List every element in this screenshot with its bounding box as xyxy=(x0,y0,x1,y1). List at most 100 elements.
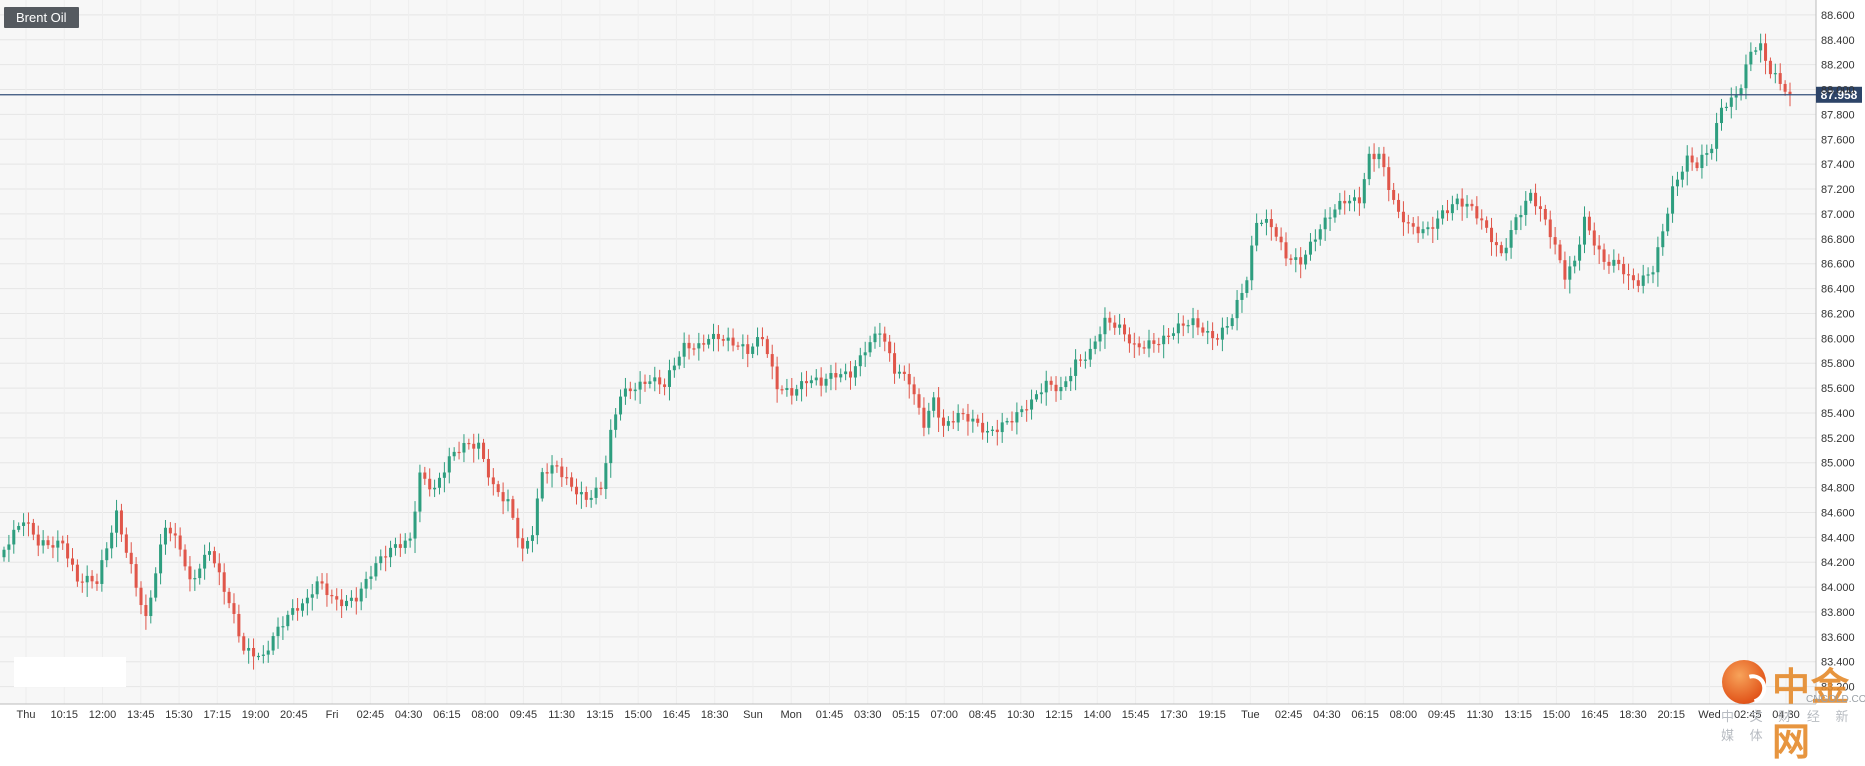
x-tick-label: 08:00 xyxy=(1390,709,1418,721)
candle xyxy=(486,449,490,486)
candle-body xyxy=(922,407,926,428)
candle-body xyxy=(1201,327,1205,333)
candle xyxy=(384,545,388,572)
candle-body xyxy=(1509,230,1513,248)
candle xyxy=(1499,241,1503,257)
candle xyxy=(408,532,412,548)
candle xyxy=(134,557,138,597)
candle-body xyxy=(198,568,202,579)
candle xyxy=(1587,211,1591,235)
candle-body xyxy=(888,341,892,354)
candle xyxy=(296,598,300,621)
candle xyxy=(433,479,437,498)
candle xyxy=(809,375,813,388)
candle xyxy=(1123,317,1127,342)
candle-body xyxy=(1490,227,1494,243)
candle-body xyxy=(1279,236,1283,243)
candle xyxy=(550,455,554,488)
candle xyxy=(873,326,877,349)
candle xyxy=(932,391,936,418)
candle xyxy=(1318,224,1322,246)
candle xyxy=(1083,351,1087,369)
candle-body xyxy=(149,597,153,617)
candle xyxy=(1631,268,1635,289)
candle-body xyxy=(1123,324,1127,335)
candle xyxy=(1142,340,1146,354)
candle-body xyxy=(604,463,608,490)
candle-body xyxy=(232,603,236,614)
candle-body xyxy=(1137,343,1141,348)
candle-body xyxy=(1651,272,1655,275)
candle xyxy=(1030,389,1034,420)
candle xyxy=(1734,86,1738,111)
candle-body xyxy=(1313,239,1317,242)
candle xyxy=(90,570,94,589)
candle xyxy=(51,536,55,559)
candle-body xyxy=(721,339,725,341)
candle xyxy=(159,533,163,585)
candle xyxy=(609,419,613,478)
candle-body xyxy=(1225,326,1229,328)
x-tick-label: 15:00 xyxy=(624,709,652,721)
candle xyxy=(1215,333,1220,346)
candle-body xyxy=(433,487,437,490)
candle xyxy=(902,365,906,381)
candle-body xyxy=(31,522,35,535)
candle xyxy=(1578,236,1582,271)
candle-body xyxy=(1631,275,1635,281)
y-tick-label: 86.400 xyxy=(1821,284,1855,296)
candle xyxy=(1729,87,1733,119)
candle xyxy=(1103,307,1107,349)
price-chart[interactable]: 87.958 83.200 83.400 83.600 83.800 84.000 84.… xyxy=(0,0,1865,726)
candle-body xyxy=(961,412,965,415)
candle xyxy=(853,360,857,386)
candle-body xyxy=(95,581,99,584)
y-axis-labels: 83.200 83.400 83.600 83.800 84.000 84.200 84.4… xyxy=(1821,10,1855,694)
candle-body xyxy=(795,389,799,396)
candle xyxy=(814,369,818,386)
candle xyxy=(721,334,725,347)
candle-body xyxy=(1406,222,1410,224)
y-tick-label: 84.400 xyxy=(1821,532,1855,544)
y-tick-label: 85.400 xyxy=(1821,408,1855,420)
candle-body xyxy=(291,608,295,615)
candle xyxy=(1602,243,1606,270)
candle xyxy=(1333,204,1337,223)
candle xyxy=(839,368,843,383)
candle-body xyxy=(1475,206,1479,219)
candle-body xyxy=(1411,223,1415,227)
x-tick-label: 03:30 xyxy=(854,709,882,721)
candle xyxy=(707,334,711,349)
candle-body xyxy=(359,588,363,602)
candle xyxy=(1768,57,1772,79)
candle-body xyxy=(423,472,427,479)
candle xyxy=(237,604,241,643)
y-tick-label: 88.400 xyxy=(1821,35,1855,47)
y-tick-label: 87.800 xyxy=(1821,109,1855,121)
candle-body xyxy=(848,371,853,378)
candle xyxy=(1710,144,1714,160)
x-tick-label: 01:45 xyxy=(816,709,844,721)
current-price-tag: 87.958 xyxy=(1816,86,1862,103)
candle-body xyxy=(986,430,990,433)
candle-body xyxy=(663,384,667,387)
candle xyxy=(1494,232,1498,257)
y-tick-label: 87.400 xyxy=(1821,159,1855,171)
candle-body xyxy=(1230,318,1234,327)
candle xyxy=(1450,195,1454,221)
candle-body xyxy=(369,576,373,579)
candle-body xyxy=(1470,203,1474,207)
candle-body xyxy=(878,333,882,335)
candle xyxy=(100,549,104,592)
candle-body xyxy=(653,377,657,382)
candle-body xyxy=(516,517,520,539)
candle xyxy=(315,576,319,599)
candle-body xyxy=(1030,399,1034,410)
candle xyxy=(477,433,481,460)
candle xyxy=(1783,80,1787,96)
candle xyxy=(535,488,539,545)
candle xyxy=(501,482,505,515)
candle xyxy=(1274,223,1278,242)
candle-body xyxy=(917,394,921,408)
candle xyxy=(1597,235,1601,264)
